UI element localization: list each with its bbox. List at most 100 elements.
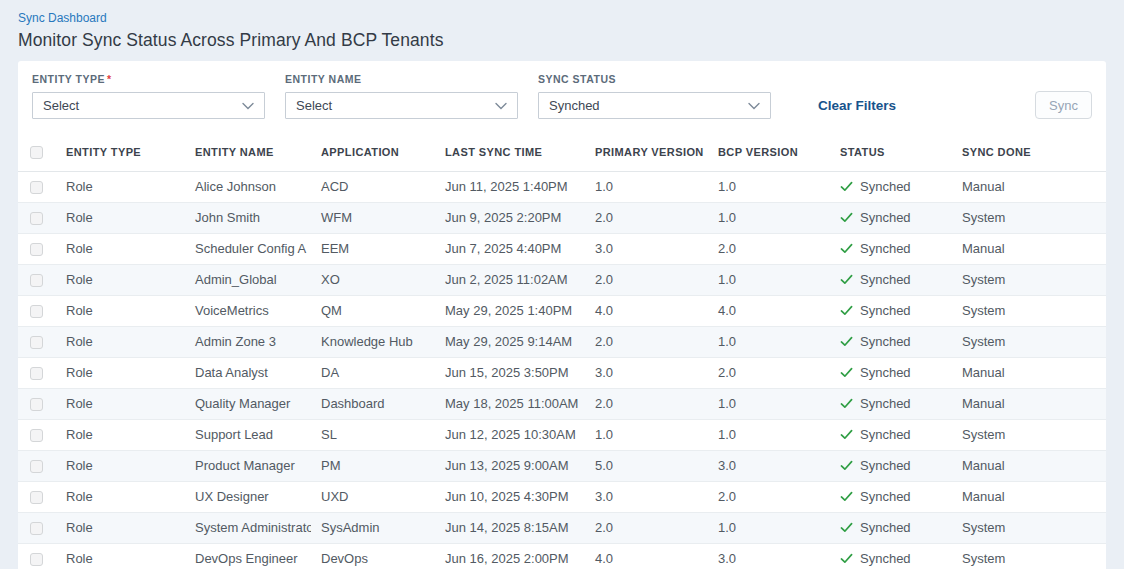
row-checkbox[interactable] xyxy=(30,398,43,411)
row-checkbox-cell xyxy=(18,543,56,569)
cell-sync-done: System xyxy=(952,419,1106,450)
cell-entity-name: VoiceMetrics xyxy=(185,295,311,326)
status-badge: Synched xyxy=(840,210,942,225)
status-badge: Synched xyxy=(840,520,942,535)
cell-sync-done: Manual xyxy=(952,481,1106,512)
cell-status: Synched xyxy=(830,512,952,543)
cell-application: QM xyxy=(311,295,435,326)
cell-entity-name: UX Designer xyxy=(185,481,311,512)
cell-primary-version: 2.0 xyxy=(585,512,708,543)
sync-status-table: ENTITY TYPE ENTITY NAME APPLICATION LAST… xyxy=(18,134,1106,569)
row-checkbox[interactable] xyxy=(30,274,43,287)
row-checkbox[interactable] xyxy=(30,460,43,473)
cell-application: EEM xyxy=(311,233,435,264)
cell-entity-name: Product Manager xyxy=(185,450,311,481)
table-row: RoleSystem AdministratorSysAdminJun 14, … xyxy=(18,512,1106,543)
cell-application: SL xyxy=(311,419,435,450)
check-icon xyxy=(840,180,853,193)
cell-entity-type: Role xyxy=(56,543,185,569)
cell-bcp-version: 1.0 xyxy=(708,326,830,357)
row-checkbox[interactable] xyxy=(30,243,43,256)
table-row: RoleAdmin_GlobalXOJun 2, 2025 11:02AM2.0… xyxy=(18,264,1106,295)
filter-group-sync-status: SYNC STATUS Synched xyxy=(538,73,771,119)
table-header: ENTITY TYPE ENTITY NAME APPLICATION LAST… xyxy=(18,134,1106,171)
row-checkbox[interactable] xyxy=(30,336,43,349)
table-row: RoleJohn SmithWFMJun 9, 2025 2:20PM2.01.… xyxy=(18,202,1106,233)
table-row: RoleProduct ManagerPMJun 13, 2025 9:00AM… xyxy=(18,450,1106,481)
row-checkbox[interactable] xyxy=(30,367,43,380)
row-checkbox[interactable] xyxy=(30,305,43,318)
cell-entity-type: Role xyxy=(56,512,185,543)
row-checkbox-cell xyxy=(18,357,56,388)
cell-entity-type: Role xyxy=(56,419,185,450)
status-badge: Synched xyxy=(840,458,942,473)
cell-entity-name: John Smith xyxy=(185,202,311,233)
status-text: Synched xyxy=(860,179,911,194)
row-checkbox[interactable] xyxy=(30,522,43,535)
cell-entity-type: Role xyxy=(56,202,185,233)
status-badge: Synched xyxy=(840,551,942,566)
breadcrumb-sync-dashboard[interactable]: Sync Dashboard xyxy=(18,11,107,25)
entity-name-select[interactable]: Select xyxy=(285,92,518,119)
row-checkbox[interactable] xyxy=(30,491,43,504)
clear-filters-link[interactable]: Clear Filters xyxy=(818,98,896,113)
status-badge: Synched xyxy=(840,396,942,411)
row-checkbox[interactable] xyxy=(30,212,43,225)
row-checkbox[interactable] xyxy=(30,181,43,194)
status-badge: Synched xyxy=(840,427,942,442)
column-header-primary-version: PRIMARY VERSION xyxy=(585,134,708,171)
cell-entity-name: Scheduler Config A xyxy=(185,233,311,264)
cell-sync-done: Manual xyxy=(952,357,1106,388)
cell-entity-name: DevOps Engineer xyxy=(185,543,311,569)
cell-primary-version: 2.0 xyxy=(585,264,708,295)
cell-entity-name: Admin Zone 3 xyxy=(185,326,311,357)
cell-sync-done: Manual xyxy=(952,388,1106,419)
cell-entity-type: Role xyxy=(56,481,185,512)
cell-primary-version: 5.0 xyxy=(585,450,708,481)
table-body: RoleAlice JohnsonACDJun 11, 2025 1:40PM1… xyxy=(18,171,1106,569)
table-row: RoleQuality ManagerDashboardMay 18, 2025… xyxy=(18,388,1106,419)
check-icon xyxy=(840,397,853,410)
cell-bcp-version: 1.0 xyxy=(708,388,830,419)
check-icon xyxy=(840,490,853,503)
status-text: Synched xyxy=(860,241,911,256)
cell-bcp-version: 2.0 xyxy=(708,481,830,512)
cell-application: DA xyxy=(311,357,435,388)
check-icon xyxy=(840,366,853,379)
entity-type-select[interactable]: Select xyxy=(32,92,265,119)
cell-entity-name: Admin_Global xyxy=(185,264,311,295)
cell-status: Synched xyxy=(830,450,952,481)
cell-bcp-version: 1.0 xyxy=(708,512,830,543)
row-checkbox[interactable] xyxy=(30,429,43,442)
cell-entity-type: Role xyxy=(56,326,185,357)
cell-application: UXD xyxy=(311,481,435,512)
row-checkbox-cell xyxy=(18,326,56,357)
cell-bcp-version: 1.0 xyxy=(708,171,830,202)
check-icon xyxy=(840,552,853,565)
sync-status-card: ENTITY TYPE* Select ENTITY NAME Select S… xyxy=(18,61,1106,569)
cell-application: DevOps xyxy=(311,543,435,569)
cell-primary-version: 4.0 xyxy=(585,295,708,326)
cell-sync-done: System xyxy=(952,543,1106,569)
cell-primary-version: 3.0 xyxy=(585,233,708,264)
cell-last-sync-time: May 29, 2025 1:40PM xyxy=(435,295,585,326)
cell-entity-type: Role xyxy=(56,295,185,326)
table-row: RoleSupport LeadSLJun 12, 2025 10:30AM1.… xyxy=(18,419,1106,450)
cell-entity-type: Role xyxy=(56,264,185,295)
cell-entity-name: Support Lead xyxy=(185,419,311,450)
row-checkbox-cell xyxy=(18,233,56,264)
sync-button[interactable]: Sync xyxy=(1035,91,1092,119)
row-checkbox[interactable] xyxy=(30,553,43,566)
cell-bcp-version: 2.0 xyxy=(708,233,830,264)
check-icon xyxy=(840,428,853,441)
select-all-checkbox[interactable] xyxy=(30,146,43,159)
cell-primary-version: 1.0 xyxy=(585,419,708,450)
row-checkbox-cell xyxy=(18,171,56,202)
sync-status-select[interactable]: Synched xyxy=(538,92,771,119)
cell-sync-done: System xyxy=(952,202,1106,233)
table-row: RoleUX DesignerUXDJun 10, 2025 4:30PM3.0… xyxy=(18,481,1106,512)
cell-sync-done: System xyxy=(952,326,1106,357)
cell-last-sync-time: Jun 16, 2025 2:00PM xyxy=(435,543,585,569)
row-checkbox-cell xyxy=(18,264,56,295)
check-icon xyxy=(840,459,853,472)
